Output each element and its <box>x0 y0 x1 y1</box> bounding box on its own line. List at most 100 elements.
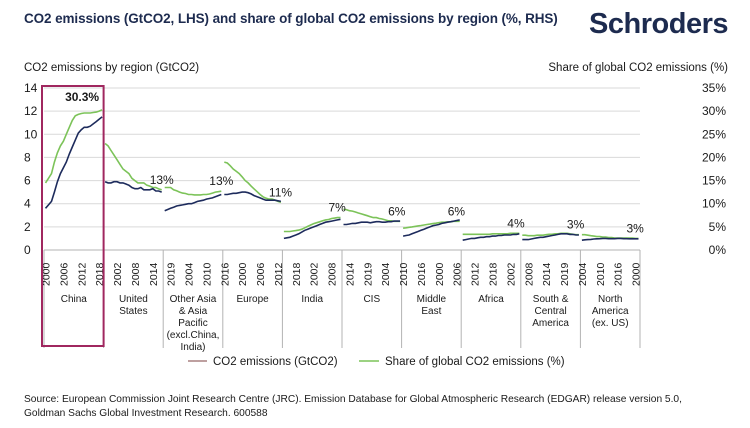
x-tick-label: 2004 <box>380 262 392 286</box>
emissions-line <box>581 237 639 241</box>
x-tick-label: 2019 <box>362 262 374 286</box>
share-line <box>283 216 341 233</box>
right-axis-tick-label: 15% <box>702 174 726 188</box>
left-axis-tick-label: 2 <box>24 220 31 234</box>
region-label: (ex. US) <box>592 318 629 329</box>
x-tick-label: 2012 <box>470 262 482 286</box>
region-label: India <box>301 294 323 305</box>
x-tick-label: 2019 <box>559 262 571 286</box>
share-end-label: 6% <box>448 204 466 218</box>
right-axis-tick-label: 30% <box>702 104 726 118</box>
left-axis-tick-label: 6 <box>24 174 31 188</box>
x-tick-label: 2006 <box>255 262 267 286</box>
source-note: Source: European Commission Joint Resear… <box>24 393 682 421</box>
china-highlight-box <box>41 85 105 347</box>
x-tick-label: 2004 <box>577 262 589 286</box>
x-tick-label: 2010 <box>398 262 410 286</box>
x-tick-label: 2016 <box>219 262 231 286</box>
share-line <box>44 109 103 184</box>
right-axis-title: Share of global CO2 emissions (%) <box>548 62 728 74</box>
share-end-labels: 30.3% 13% 13% 11% 7% 6% 6% 4% 3% 3% <box>65 90 644 236</box>
share-end-label: 6% <box>388 204 406 218</box>
share-end-label: 3% <box>567 218 585 232</box>
legend: CO2 emissions (GtCO2) Share of global CO… <box>188 356 565 368</box>
region-label: America <box>532 318 569 329</box>
chart-title: CO2 emissions (GtCO2, LHS) and share of … <box>24 11 558 26</box>
x-tick-label: 2014 <box>344 262 356 286</box>
share-end-label: 13% <box>150 173 174 187</box>
right-axis-tick-label: 20% <box>702 150 726 164</box>
source-line-2: Goldman Sachs Global Investment Research… <box>24 408 268 419</box>
share-line <box>224 161 282 204</box>
x-tick-label: 2012 <box>273 262 285 286</box>
share-end-label: 4% <box>507 216 525 230</box>
emissions-line <box>343 220 401 226</box>
region-label: & Asia <box>179 306 208 317</box>
share-end-label: 7% <box>329 201 347 215</box>
emissions-line <box>224 191 282 203</box>
x-tick-label: 2002 <box>309 262 321 286</box>
legend-emissions-label: CO2 emissions (GtCO2) <box>213 356 338 368</box>
left-axis-tick-label: 12 <box>24 104 38 118</box>
series-lines <box>44 109 639 241</box>
x-tick-label: 2006 <box>452 262 464 286</box>
right-axis-tick-label: 35% <box>702 81 726 95</box>
x-axis-ticks: 2000 2006 2012 2018 2002 2008 2014 2019 2004 2010… <box>40 262 642 286</box>
left-axis-tick-label: 4 <box>24 197 31 211</box>
x-tick-label: 2019 <box>166 262 178 286</box>
region-label: CIS <box>363 294 380 305</box>
share-line <box>104 142 162 191</box>
emissions-line <box>104 180 162 193</box>
region-label: Pacific <box>178 318 207 329</box>
x-tick-label: 2002 <box>112 262 124 286</box>
legend-share-label: Share of global CO2 emissions (%) <box>385 356 565 368</box>
x-tick-label: 2016 <box>613 262 625 286</box>
x-tick-label: 2000 <box>40 262 52 286</box>
share-end-label: 30.3% <box>65 90 99 104</box>
region-label: India) <box>180 342 205 353</box>
emissions-line <box>522 233 579 241</box>
left-axis-title: CO2 emissions by region (GtCO2) <box>24 62 200 74</box>
right-axis-ticks: 0% 5% 10% 15% 20% 25% 30% 35% <box>702 81 726 257</box>
emissions-line <box>462 233 520 241</box>
x-tick-label: 2014 <box>541 262 553 286</box>
region-label: East <box>421 306 441 317</box>
source-line-1: Source: European Commission Joint Resear… <box>24 394 682 405</box>
emissions-line <box>164 193 222 212</box>
right-axis-tick-label: 10% <box>702 197 726 211</box>
region-label: United <box>119 294 148 305</box>
left-axis-tick-label: 0 <box>24 243 31 257</box>
region-label: Europe <box>236 294 269 305</box>
region-label: States <box>119 306 147 317</box>
region-label: China <box>61 294 88 305</box>
region-label: Other Asia <box>170 294 217 305</box>
emissions-line <box>283 218 341 240</box>
left-axis-tick-label: 14 <box>24 81 38 95</box>
region-label: Middle <box>417 294 447 305</box>
x-tick-label: 2004 <box>184 262 196 286</box>
share-line <box>462 232 520 236</box>
share-line <box>343 208 401 223</box>
emissions-line <box>402 219 460 237</box>
x-tick-label: 2000 <box>434 262 446 286</box>
x-tick-label: 2000 <box>237 262 249 286</box>
right-axis-tick-label: 0% <box>709 243 727 257</box>
x-tick-label: 2018 <box>487 262 499 286</box>
region-label: South & <box>533 294 569 305</box>
schroders-logo: Schroders <box>589 8 728 40</box>
region-label: North <box>598 294 622 305</box>
x-tick-label: 2002 <box>505 262 517 286</box>
x-tick-label: 2010 <box>201 262 213 286</box>
right-axis-tick-label: 25% <box>702 127 726 141</box>
x-tick-label: 2014 <box>148 262 160 286</box>
region-label: America <box>592 306 629 317</box>
x-tick-label: 2008 <box>327 262 339 286</box>
region-label: Central <box>534 306 566 317</box>
gridlines <box>44 87 640 251</box>
left-axis-tick-label: 10 <box>24 127 38 141</box>
share-end-label: 3% <box>627 221 645 235</box>
share-end-label: 13% <box>209 174 233 188</box>
region-label: Africa <box>478 294 504 305</box>
